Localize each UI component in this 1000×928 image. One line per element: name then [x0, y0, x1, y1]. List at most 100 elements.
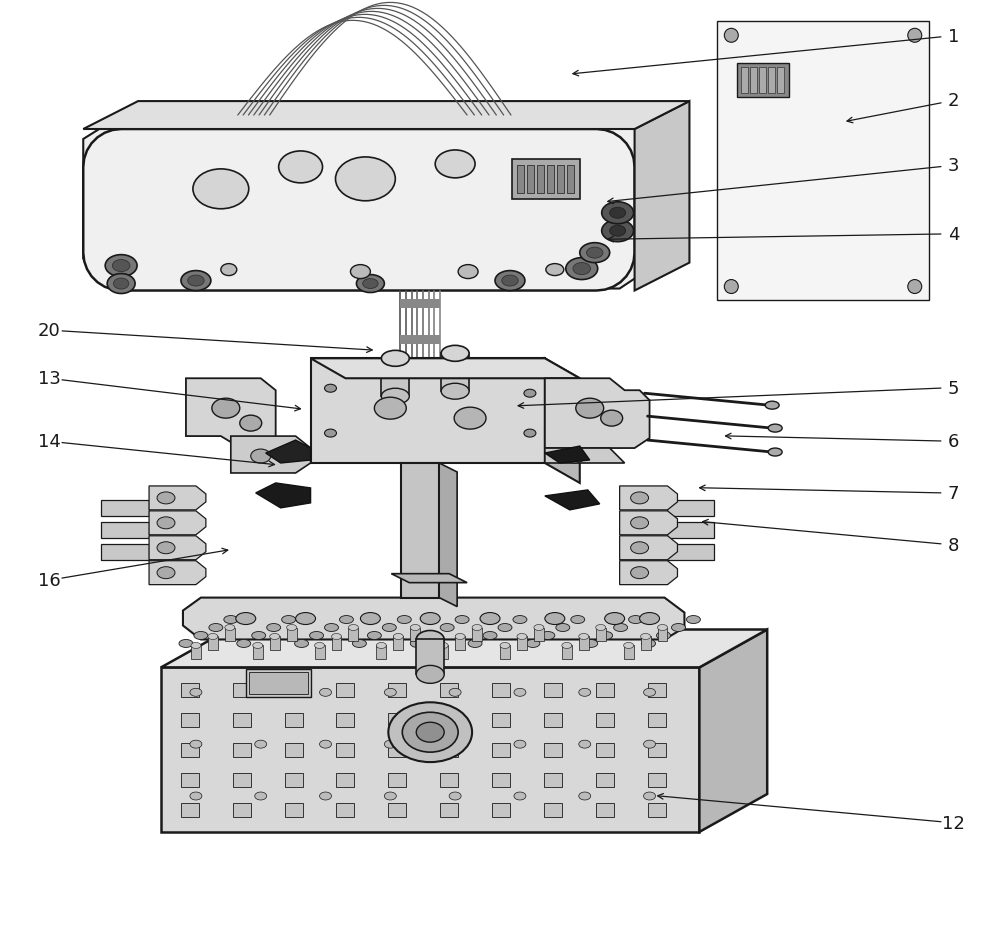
Ellipse shape	[320, 793, 332, 800]
Ellipse shape	[282, 616, 296, 624]
Ellipse shape	[105, 255, 137, 277]
Bar	[492, 743, 510, 757]
Polygon shape	[311, 359, 580, 379]
Ellipse shape	[356, 276, 384, 293]
Ellipse shape	[641, 634, 651, 639]
Bar	[270, 637, 280, 651]
Ellipse shape	[908, 280, 922, 294]
Ellipse shape	[724, 280, 738, 294]
Polygon shape	[256, 483, 311, 509]
Polygon shape	[545, 446, 590, 463]
Ellipse shape	[310, 632, 324, 639]
Ellipse shape	[255, 741, 267, 748]
Bar	[181, 773, 199, 787]
Bar	[388, 773, 406, 787]
Bar	[648, 684, 666, 698]
Ellipse shape	[384, 689, 396, 697]
Bar	[544, 743, 562, 757]
Ellipse shape	[599, 632, 613, 639]
Text: 2: 2	[948, 92, 959, 110]
Bar	[440, 684, 458, 698]
Text: 20: 20	[38, 322, 61, 340]
Ellipse shape	[580, 243, 610, 264]
Bar	[596, 803, 614, 817]
Bar	[441, 354, 469, 392]
Ellipse shape	[181, 271, 211, 291]
Bar	[181, 684, 199, 698]
Ellipse shape	[397, 616, 411, 624]
Ellipse shape	[255, 689, 267, 697]
Ellipse shape	[441, 346, 469, 362]
Polygon shape	[699, 630, 767, 832]
Text: 1: 1	[948, 28, 959, 45]
Text: 14: 14	[38, 432, 61, 451]
Bar	[544, 773, 562, 787]
Ellipse shape	[524, 430, 536, 438]
Text: 16: 16	[38, 572, 61, 589]
Ellipse shape	[335, 158, 395, 201]
Bar	[225, 628, 235, 642]
Bar	[285, 773, 303, 787]
Bar	[557, 166, 564, 194]
Bar	[648, 714, 666, 728]
Bar	[534, 628, 544, 642]
Ellipse shape	[157, 493, 175, 504]
Bar	[191, 646, 201, 660]
Ellipse shape	[190, 741, 202, 748]
Ellipse shape	[416, 665, 444, 684]
Ellipse shape	[209, 624, 223, 632]
Ellipse shape	[534, 625, 544, 631]
Bar	[544, 684, 562, 698]
Bar	[750, 68, 757, 94]
Polygon shape	[83, 110, 665, 290]
Ellipse shape	[237, 639, 251, 648]
Bar	[287, 628, 297, 642]
Ellipse shape	[296, 612, 316, 625]
Bar	[641, 637, 651, 651]
Ellipse shape	[624, 643, 634, 649]
Ellipse shape	[212, 399, 240, 419]
Bar	[400, 515, 440, 524]
Ellipse shape	[573, 264, 591, 276]
Ellipse shape	[157, 567, 175, 579]
Ellipse shape	[416, 722, 444, 742]
Ellipse shape	[631, 542, 649, 554]
Ellipse shape	[514, 689, 526, 697]
Ellipse shape	[221, 264, 237, 277]
Ellipse shape	[393, 634, 403, 639]
Bar	[440, 743, 458, 757]
Polygon shape	[620, 561, 677, 585]
Polygon shape	[620, 486, 677, 510]
Ellipse shape	[410, 639, 424, 648]
Ellipse shape	[193, 170, 249, 210]
Bar	[400, 480, 440, 488]
Ellipse shape	[541, 632, 555, 639]
Bar	[336, 773, 354, 787]
Bar	[348, 628, 358, 642]
Ellipse shape	[350, 265, 370, 279]
Bar	[388, 803, 406, 817]
Ellipse shape	[255, 793, 267, 800]
Bar	[336, 743, 354, 757]
Bar	[492, 803, 510, 817]
Polygon shape	[101, 522, 149, 538]
Ellipse shape	[601, 411, 623, 427]
Ellipse shape	[576, 399, 604, 419]
Ellipse shape	[440, 624, 454, 632]
Polygon shape	[667, 522, 714, 538]
Text: 6: 6	[948, 432, 959, 451]
Bar	[233, 773, 251, 787]
Text: 4: 4	[948, 226, 959, 243]
Ellipse shape	[279, 152, 323, 184]
Ellipse shape	[325, 385, 336, 393]
Bar	[181, 803, 199, 817]
Polygon shape	[311, 359, 545, 463]
Bar	[527, 166, 534, 194]
Bar	[233, 714, 251, 728]
Polygon shape	[231, 436, 311, 473]
Bar	[336, 684, 354, 698]
Text: 12: 12	[942, 814, 965, 832]
Ellipse shape	[267, 624, 281, 632]
Polygon shape	[620, 536, 677, 561]
Ellipse shape	[253, 643, 263, 649]
